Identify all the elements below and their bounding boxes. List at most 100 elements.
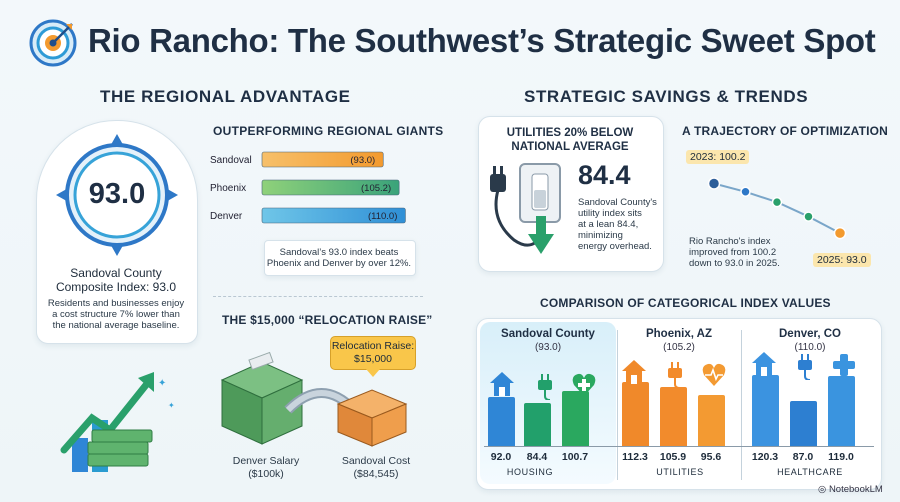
axis-label-housing: HOUSING [506, 467, 554, 477]
comparison-bar [790, 401, 817, 446]
sandoval-cost-label: Sandoval Cost [341, 455, 411, 467]
heart-pulse-icon [702, 363, 726, 386]
trajectory-heading: A TRAJECTORY OF OPTIMIZATION [682, 124, 889, 138]
svg-text:✦: ✦ [168, 401, 175, 410]
relocation-callout: Relocation Raise: $15,000 [330, 336, 416, 370]
comparison-bar [562, 390, 589, 446]
comparison-value-label: 112.3 [622, 451, 648, 463]
comparison-bar [698, 394, 725, 446]
giants-category-label: Phoenix [210, 183, 246, 194]
growth-arrow-money-icon: ✦ ✦ [60, 372, 175, 472]
trajectory-point [740, 186, 751, 198]
comparison-value-label: 120.3 [751, 451, 779, 463]
axis-label-healthcare: HEALTHCARE [777, 467, 843, 477]
comparison-bar [752, 375, 779, 446]
utilities-desc-3: at a lean 84.4, [578, 219, 639, 230]
trajectory-desc-2: improved from 100.2 [689, 247, 777, 258]
trajectory-point [833, 226, 847, 240]
badge-title-line-2: Composite Index: 93.0 [55, 280, 177, 294]
trajectory-point [707, 177, 721, 190]
utilities-heading-line-2: NATIONAL AVERAGE [511, 141, 629, 153]
comparison-value-label: 84.4 [526, 451, 548, 463]
axis-label-utilities: UTILITIES [656, 467, 704, 477]
denver-category-icons [752, 352, 855, 380]
composite-index-value: 93.0 [88, 178, 146, 210]
giants-value-label: (105.2) [361, 183, 391, 194]
comparison-value-label: 95.6 [700, 451, 722, 463]
trajectory-desc-3: down to 93.0 in 2025. [689, 258, 780, 269]
house-icon [622, 360, 646, 384]
comparison-sub-denver: (110.0) [794, 342, 826, 353]
divider [213, 296, 423, 297]
index-gauge-icon [56, 134, 178, 256]
comparison-bar [622, 381, 649, 446]
giants-category-label: Sandoval [210, 155, 252, 166]
footer-brand-text: NotebookLM [828, 484, 883, 495]
plug-icon [668, 362, 682, 388]
utilities-desc-1: Sandoval County's [578, 197, 657, 208]
callout-line-1: Relocation Raise: [331, 340, 415, 352]
notebooklm-logo-icon: ◎ [818, 484, 829, 495]
utilities-desc-4: minimizing [578, 230, 623, 241]
comparison-heading: COMPARISON OF CATEGORICAL INDEX VALUES [540, 296, 831, 310]
trajectory-desc-1: Rio Rancho's index [689, 236, 771, 247]
utilities-desc-2: utility index sits [578, 208, 642, 219]
giants-note-line-2: Phoenix and Denver by over 12%. [266, 258, 412, 269]
giants-value-label: (110.0) [368, 211, 397, 222]
relocation-money-stacks-icon [220, 351, 408, 447]
comparison-value-label: 105.9 [659, 451, 687, 463]
badge-title-line-1: Sandoval County [70, 266, 162, 280]
trajectory-start-label: 2023: 100.2 [686, 150, 750, 164]
giants-category-label: Denver [210, 211, 243, 222]
medical-cross-icon [833, 354, 855, 376]
comparison-value-label: 92.0 [490, 451, 512, 463]
house-icon [490, 372, 514, 396]
sandoval-cost-value: ($84,545) [353, 468, 399, 480]
comparison-bar [488, 397, 515, 446]
utilities-card [478, 116, 664, 272]
phoenix-category-icons [622, 360, 726, 388]
footer-brand: ◎ NotebookLM [818, 484, 883, 495]
sandoval-category-icons [490, 372, 596, 400]
badge-desc-line-3: the national average baseline. [52, 320, 180, 331]
giants-bar [261, 207, 406, 224]
comparison-divider-1 [617, 330, 618, 480]
comparison-card-phoenix: Phoenix, AZ (105.2) [618, 322, 740, 484]
comparison-bar [660, 386, 687, 446]
comparison-name-denver: Denver, CO [779, 328, 841, 340]
trajectory-line [713, 182, 841, 234]
comparison-divider-2 [741, 330, 742, 480]
comparison-baseline [484, 446, 874, 447]
callout-pointer-icon [366, 369, 380, 377]
health-heart-icon [572, 373, 596, 396]
strategic-savings-heading: STRATEGIC SAVINGS & TRENDS [524, 87, 809, 106]
regional-advantage-heading: THE REGIONAL ADVANTAGE [100, 87, 351, 106]
comparison-name-phoenix: Phoenix, AZ [645, 328, 713, 340]
giants-bar [261, 179, 400, 196]
utilities-desc-5: energy overhead. [578, 241, 652, 252]
relocation-heading: THE $15,000 “RELOCATION RAISE” [222, 313, 433, 327]
trajectory-point [771, 196, 783, 208]
plug-switch-icon [490, 163, 561, 254]
giants-note-line-1: Sandoval’s 93.0 index beats [279, 247, 399, 258]
giants-note-card [264, 240, 416, 276]
trajectory-end-label: 2025: 93.0 [813, 253, 871, 267]
comparison-value-label: 100.7 [561, 451, 589, 463]
target-logo-icon [29, 19, 77, 67]
page-title: Rio Rancho: The Southwest’s Strategic Sw… [88, 22, 876, 59]
svg-text:✦: ✦ [158, 378, 166, 389]
callout-line-2: $15,000 [354, 353, 392, 365]
giants-value-label: (93.0) [350, 155, 375, 166]
comparison-card-denver: Denver, CO (110.0) [742, 322, 878, 484]
comparison-value-label: 119.0 [828, 451, 854, 463]
comparison-value-label: 87.0 [792, 451, 814, 463]
comparison-name-sandoval: Sandoval County [501, 328, 595, 340]
trajectory-chart [707, 177, 847, 240]
denver-salary-label: Denver Salary [232, 455, 300, 467]
trajectory-point [803, 211, 814, 222]
giants-bar [261, 151, 384, 168]
badge-desc-line-1: Residents and businesses enjoy [47, 298, 185, 309]
comparison-sub-phoenix: (105.2) [663, 342, 695, 353]
utilities-index-value: 84.4 [578, 160, 631, 190]
badge-desc-line-2: a cost structure 7% lower than [52, 309, 180, 320]
